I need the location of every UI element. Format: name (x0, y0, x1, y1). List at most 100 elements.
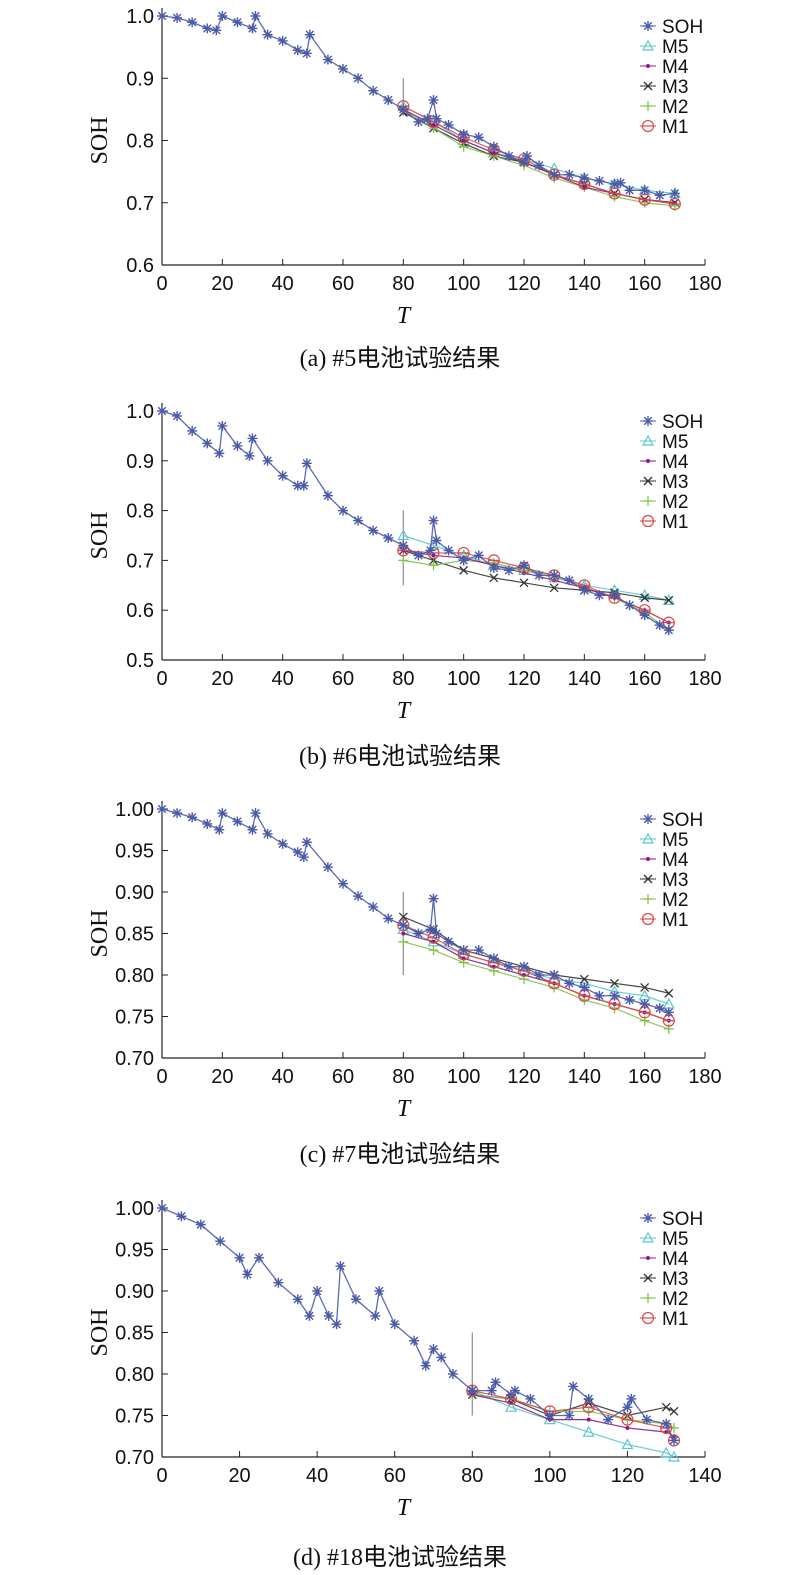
chart-b-m1-line (403, 549, 670, 624)
chart-b-series-m4 (401, 548, 671, 625)
chart-a-legend-marker-m4 (646, 64, 650, 68)
chart-a-soh-point (431, 113, 442, 124)
chart-c-y-tick-label: 0.75 (115, 1007, 154, 1029)
chart-c-soh-point (247, 824, 258, 835)
chart-c-soh-point (594, 990, 605, 1001)
chart-a-soh-point (211, 25, 222, 36)
chart-c-series-m3 (398, 912, 674, 998)
chart-a-y-tick-label: 0.8 (126, 131, 154, 153)
chart-c-soh-point (277, 838, 288, 849)
chart-c-legend-label-m3: M3 (662, 870, 688, 891)
chart-b-soh-point (338, 505, 348, 516)
chart-a-soh-point (534, 160, 545, 171)
chart-c-soh-point (202, 818, 213, 829)
chart-a-soh-point (301, 48, 312, 59)
chart-b-x-tick-label: 120 (507, 668, 540, 690)
chart-d-soh-point (323, 1310, 334, 1321)
chart-c-soh-point (353, 891, 364, 902)
chart-a-soh-point (202, 23, 213, 34)
chart-c-soh-point (217, 808, 228, 819)
chart-c-soh-point (534, 970, 545, 980)
chart-d-y-tick-label: 0.70 (115, 1447, 154, 1469)
chart-c-soh-point (157, 804, 167, 814)
chart-b-soh-point (639, 610, 650, 621)
chart-b-caption: (b) #6电池试验结果 (299, 744, 501, 770)
chart-c-legend-marker-m4 (646, 857, 650, 861)
chart-c-soh-point (663, 1007, 674, 1018)
chart-b-soh-point (301, 458, 312, 469)
chart-b-soh-point (534, 570, 545, 581)
chart-d-soh-point (234, 1252, 245, 1263)
chart-a-soh-point (624, 185, 635, 196)
chart-d-soh-point (374, 1286, 385, 1296)
chart-a-soh-point (594, 175, 605, 186)
chart-c-x-tick-label: 0 (156, 1066, 167, 1088)
chart-b-soh-point (383, 532, 394, 543)
chart-c-soh-point (654, 1003, 665, 1014)
chart-b-x-tick-label: 160 (628, 668, 661, 690)
chart-d-x-tick-label: 20 (228, 1465, 250, 1487)
chart-b-soh-point (172, 410, 183, 421)
chart-b-y-tick-label: 0.6 (126, 600, 154, 622)
chart-d-m1-point (621, 1413, 634, 1426)
chart-a-x-tick-label: 0 (156, 273, 167, 295)
chart-d-soh-point (335, 1261, 346, 1272)
chart-b-soh-point (458, 555, 469, 566)
chart-c-x-tick-label: 60 (332, 1066, 354, 1088)
chart-a-x-axis-label: T (397, 303, 412, 329)
chart-d-legend-marker-soh (643, 1213, 653, 1223)
chart-a-soh-point (654, 190, 665, 201)
chart-a-x-tick-label: 160 (628, 273, 661, 295)
chart-b-soh-point (663, 625, 674, 636)
chart-c-soh-line (161, 808, 670, 1013)
chart-d-soh-point (447, 1369, 458, 1379)
chart-a-svg: 0 20 40 60 80 100 120 140 160 180 0.6 0.7 0.8 0.9 1.0 T… (87, 6, 722, 329)
chart-d-soh-point (157, 1203, 167, 1213)
chart-c-x-tick-label: 180 (688, 1066, 721, 1088)
chart-b-soh-point (298, 480, 309, 491)
chart-a-soh-point (217, 11, 228, 21)
chart-d-y-tick-label: 0.90 (115, 1281, 154, 1303)
chart-d-soh-point (331, 1319, 342, 1330)
chart-a-series-m5 (397, 100, 681, 199)
chart-b-x-tick-label: 140 (568, 668, 601, 690)
chart-d-x-tick-label: 100 (533, 1465, 566, 1487)
chart-d-soh-point (312, 1286, 323, 1296)
chart-d-soh-point (641, 1414, 652, 1425)
chart-d-legend-marker-m2 (643, 1293, 653, 1303)
chart-b-soh-point (564, 575, 575, 586)
chart-b-soh-point (594, 590, 605, 601)
chart-c-x-tick-label: 140 (568, 1066, 601, 1088)
chart-a-soh-point (262, 29, 273, 40)
chart-b-legend-label-m2: M2 (662, 492, 688, 513)
chart-b-soh-point (214, 448, 225, 459)
chart-c-m3-point (610, 978, 619, 988)
chart-b-legend-marker-soh (643, 416, 653, 426)
chart-c-soh-point (322, 862, 333, 873)
chart-b-soh-point (431, 535, 442, 546)
chart-a-x-tick-label: 180 (688, 273, 721, 295)
chart-c-y-tick-label: 1.00 (115, 799, 154, 821)
chart-b-soh-point (202, 438, 213, 449)
chart-a-legend-label-m2: M2 (662, 97, 688, 118)
chart-b-soh-line (161, 410, 670, 631)
chart-b-m5-point (397, 529, 410, 541)
chart-c-soh-point (262, 828, 273, 839)
chart-d-soh-point (661, 1418, 672, 1429)
chart-d-legend-marker-m5 (641, 1231, 655, 1243)
chart-a-legend-label-m1: M1 (662, 117, 688, 138)
chart-d-x-tick-label: 0 (156, 1465, 167, 1487)
chart-d-soh-point (568, 1381, 579, 1392)
chart-a-soh-point (187, 17, 198, 28)
chart-c-soh-point (549, 970, 560, 980)
chart-a-soh-point (277, 35, 288, 46)
chart-a-y-tick-label: 0.9 (126, 68, 154, 90)
chart-a-soh-point (458, 129, 469, 140)
chart-c-soh-point (232, 816, 243, 827)
chart-b-x-tick-label: 20 (211, 668, 233, 690)
chart-b-legend-label-m4: M4 (662, 452, 689, 473)
chart-a-soh-point (639, 185, 650, 196)
chart-b-soh-point (232, 440, 243, 451)
chart-d-soh-point (428, 1344, 439, 1355)
chart-b-legend-marker-m3 (643, 476, 653, 486)
